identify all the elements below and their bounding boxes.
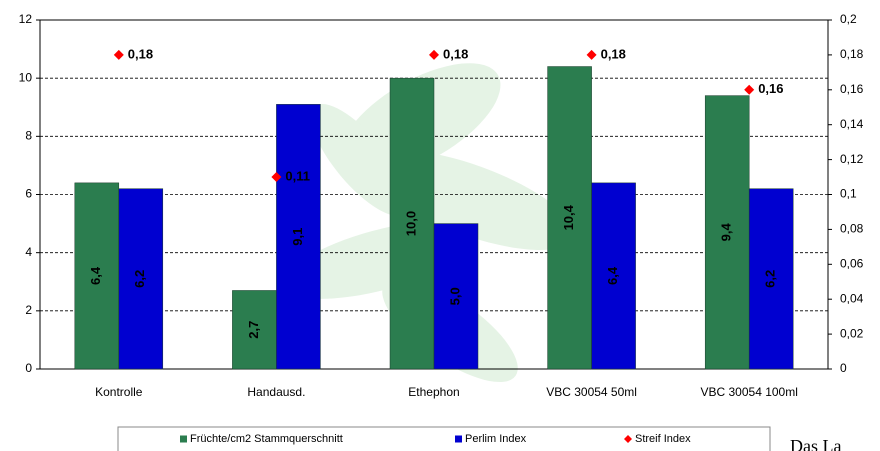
y2-tick-label: 0,16 [840,82,864,96]
y-tick-label: 2 [25,303,32,317]
data-label: 6,4 [605,266,620,285]
fragment-text: Das La [790,436,841,451]
y-tick-label: 12 [19,12,33,26]
y2-tick-label: 0 [840,361,847,375]
diamond-marker [114,50,124,60]
data-label: 10,4 [561,204,576,230]
y2-tick-label: 0,14 [840,117,864,131]
y-tick-label: 10 [19,70,33,84]
x-tick-label: Kontrolle [95,385,143,399]
x-tick-label: Handausd. [247,385,305,399]
y2-tick-label: 0,06 [840,256,864,270]
x-tick-label: VBC 30054 50ml [546,385,637,399]
data-label: 6,4 [88,266,103,285]
y2-tick-label: 0,2 [840,12,857,26]
data-label: 0,18 [128,46,153,61]
chart: Das La 0 2 4 6 8 10 12 0 0,02 0,04 0,06 0,08 0,1 0,12… [0,0,880,451]
y-tick-label: 8 [25,129,32,143]
legend-marker [180,436,187,443]
y2-tick-label: 0,02 [840,326,864,340]
x-tick-label: Ethephon [408,385,459,399]
y2-tick-label: 0,18 [840,47,864,61]
y2-tick-label: 0,04 [840,291,864,305]
y-tick-label: 4 [25,245,32,259]
data-label: 10,0 [403,211,418,236]
data-label: 0,16 [758,81,783,96]
diamond-marker [429,50,439,60]
y2-tick-label: 0,08 [840,222,864,236]
y-tick-label: 0 [25,361,32,375]
legend-marker [455,436,462,443]
data-label: 6,2 [763,270,778,288]
data-label: 0,11 [285,168,310,183]
legend-label: Früchte/cm2 Stammquerschnitt [190,433,343,445]
legend-label: Perlim Index [465,433,527,445]
data-label: 9,4 [719,223,734,242]
diamond-marker [744,85,754,95]
y2-tick-label: 0,1 [840,187,857,201]
y-tick-label: 6 [25,187,32,201]
data-label: 0,18 [443,46,468,61]
x-tick-label: VBC 30054 100ml [700,385,797,399]
data-label: 2,7 [246,321,261,339]
data-label: 9,1 [290,228,305,246]
y2-tick-label: 0,12 [840,152,864,166]
data-label: 0,18 [601,46,626,61]
diamond-marker [587,50,597,60]
data-label: 6,2 [132,270,147,288]
data-label: 5,0 [447,287,462,305]
legend-label: Streif Index [635,433,691,445]
